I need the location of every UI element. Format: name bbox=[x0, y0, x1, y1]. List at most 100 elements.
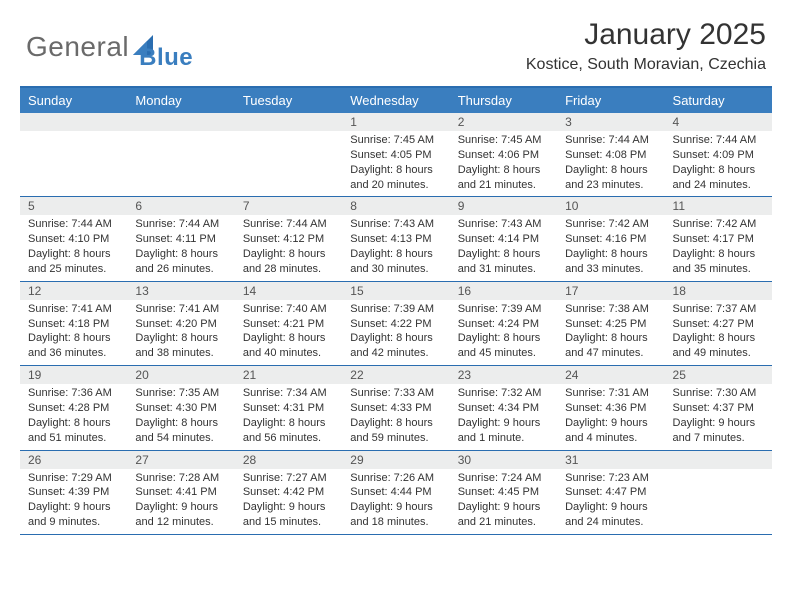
day1-line: Daylight: 8 hours bbox=[28, 416, 119, 431]
day-cell: 24Sunrise: 7:31 AMSunset: 4:36 PMDayligh… bbox=[557, 366, 664, 449]
day-cell: 27Sunrise: 7:28 AMSunset: 4:41 PMDayligh… bbox=[127, 451, 234, 534]
day-number: 1 bbox=[342, 113, 449, 131]
day-details: Sunrise: 7:42 AMSunset: 4:17 PMDaylight:… bbox=[665, 215, 772, 280]
sunset-line: Sunset: 4:21 PM bbox=[243, 317, 334, 332]
sunset-line: Sunset: 4:16 PM bbox=[565, 232, 656, 247]
sunrise-line: Sunrise: 7:32 AM bbox=[458, 386, 549, 401]
day-cell: 17Sunrise: 7:38 AMSunset: 4:25 PMDayligh… bbox=[557, 282, 664, 365]
day-cell bbox=[665, 451, 772, 534]
day-number: 10 bbox=[557, 197, 664, 215]
day-cell: 30Sunrise: 7:24 AMSunset: 4:45 PMDayligh… bbox=[450, 451, 557, 534]
day-number bbox=[127, 113, 234, 131]
day-cell: 11Sunrise: 7:42 AMSunset: 4:17 PMDayligh… bbox=[665, 197, 772, 280]
day2-line: and 35 minutes. bbox=[673, 262, 764, 277]
sunrise-line: Sunrise: 7:33 AM bbox=[350, 386, 441, 401]
day-number: 8 bbox=[342, 197, 449, 215]
day-cell bbox=[20, 113, 127, 196]
day1-line: Daylight: 8 hours bbox=[350, 416, 441, 431]
sunrise-line: Sunrise: 7:37 AM bbox=[673, 302, 764, 317]
day-number bbox=[235, 113, 342, 131]
day1-line: Daylight: 9 hours bbox=[565, 416, 656, 431]
day1-line: Daylight: 9 hours bbox=[350, 500, 441, 515]
sunrise-line: Sunrise: 7:45 AM bbox=[458, 133, 549, 148]
day-number: 25 bbox=[665, 366, 772, 384]
day-cell: 23Sunrise: 7:32 AMSunset: 4:34 PMDayligh… bbox=[450, 366, 557, 449]
day-details: Sunrise: 7:38 AMSunset: 4:25 PMDaylight:… bbox=[557, 300, 664, 365]
day-details: Sunrise: 7:45 AMSunset: 4:05 PMDaylight:… bbox=[342, 131, 449, 196]
dayhead-mon: Monday bbox=[127, 88, 234, 113]
dayhead-sun: Sunday bbox=[20, 88, 127, 113]
sunrise-line: Sunrise: 7:41 AM bbox=[28, 302, 119, 317]
day-details: Sunrise: 7:44 AMSunset: 4:11 PMDaylight:… bbox=[127, 215, 234, 280]
sunset-line: Sunset: 4:30 PM bbox=[135, 401, 226, 416]
day-number: 15 bbox=[342, 282, 449, 300]
day1-line: Daylight: 8 hours bbox=[458, 247, 549, 262]
day2-line: and 36 minutes. bbox=[28, 346, 119, 361]
sunset-line: Sunset: 4:13 PM bbox=[350, 232, 441, 247]
day1-line: Daylight: 8 hours bbox=[135, 331, 226, 346]
sunrise-line: Sunrise: 7:43 AM bbox=[350, 217, 441, 232]
day1-line: Daylight: 9 hours bbox=[135, 500, 226, 515]
week-row: 12Sunrise: 7:41 AMSunset: 4:18 PMDayligh… bbox=[20, 282, 772, 366]
day-number: 20 bbox=[127, 366, 234, 384]
day-number: 7 bbox=[235, 197, 342, 215]
day1-line: Daylight: 9 hours bbox=[673, 416, 764, 431]
day1-line: Daylight: 8 hours bbox=[350, 247, 441, 262]
day2-line: and 9 minutes. bbox=[28, 515, 119, 530]
sunset-line: Sunset: 4:41 PM bbox=[135, 485, 226, 500]
day-details: Sunrise: 7:39 AMSunset: 4:24 PMDaylight:… bbox=[450, 300, 557, 365]
sunrise-line: Sunrise: 7:42 AM bbox=[673, 217, 764, 232]
day-cell: 15Sunrise: 7:39 AMSunset: 4:22 PMDayligh… bbox=[342, 282, 449, 365]
day-number: 31 bbox=[557, 451, 664, 469]
day2-line: and 21 minutes. bbox=[458, 178, 549, 193]
sunset-line: Sunset: 4:34 PM bbox=[458, 401, 549, 416]
sunset-line: Sunset: 4:33 PM bbox=[350, 401, 441, 416]
day2-line: and 51 minutes. bbox=[28, 431, 119, 446]
location-label: Kostice, South Moravian, Czechia bbox=[526, 56, 766, 74]
day-cell: 5Sunrise: 7:44 AMSunset: 4:10 PMDaylight… bbox=[20, 197, 127, 280]
day-cell: 20Sunrise: 7:35 AMSunset: 4:30 PMDayligh… bbox=[127, 366, 234, 449]
day2-line: and 49 minutes. bbox=[673, 346, 764, 361]
sunrise-line: Sunrise: 7:45 AM bbox=[350, 133, 441, 148]
day2-line: and 45 minutes. bbox=[458, 346, 549, 361]
day-details: Sunrise: 7:41 AMSunset: 4:18 PMDaylight:… bbox=[20, 300, 127, 365]
sunrise-line: Sunrise: 7:30 AM bbox=[673, 386, 764, 401]
day-cell: 29Sunrise: 7:26 AMSunset: 4:44 PMDayligh… bbox=[342, 451, 449, 534]
day-details: Sunrise: 7:41 AMSunset: 4:20 PMDaylight:… bbox=[127, 300, 234, 365]
day-details: Sunrise: 7:43 AMSunset: 4:13 PMDaylight:… bbox=[342, 215, 449, 280]
day-number: 22 bbox=[342, 366, 449, 384]
day-number bbox=[665, 451, 772, 469]
day-number: 3 bbox=[557, 113, 664, 131]
sunrise-line: Sunrise: 7:43 AM bbox=[458, 217, 549, 232]
day-number: 2 bbox=[450, 113, 557, 131]
sunset-line: Sunset: 4:08 PM bbox=[565, 148, 656, 163]
sunset-line: Sunset: 4:20 PM bbox=[135, 317, 226, 332]
day-cell: 19Sunrise: 7:36 AMSunset: 4:28 PMDayligh… bbox=[20, 366, 127, 449]
day2-line: and 18 minutes. bbox=[350, 515, 441, 530]
day1-line: Daylight: 8 hours bbox=[350, 163, 441, 178]
day2-line: and 7 minutes. bbox=[673, 431, 764, 446]
sunset-line: Sunset: 4:17 PM bbox=[673, 232, 764, 247]
day1-line: Daylight: 8 hours bbox=[565, 247, 656, 262]
day1-line: Daylight: 8 hours bbox=[135, 247, 226, 262]
sunrise-line: Sunrise: 7:40 AM bbox=[243, 302, 334, 317]
day-number: 16 bbox=[450, 282, 557, 300]
sunset-line: Sunset: 4:12 PM bbox=[243, 232, 334, 247]
day2-line: and 20 minutes. bbox=[350, 178, 441, 193]
day2-line: and 4 minutes. bbox=[565, 431, 656, 446]
day2-line: and 24 minutes. bbox=[673, 178, 764, 193]
dayhead-sat: Saturday bbox=[665, 88, 772, 113]
day-cell: 1Sunrise: 7:45 AMSunset: 4:05 PMDaylight… bbox=[342, 113, 449, 196]
day-details: Sunrise: 7:34 AMSunset: 4:31 PMDaylight:… bbox=[235, 384, 342, 449]
day-number: 29 bbox=[342, 451, 449, 469]
day2-line: and 28 minutes. bbox=[243, 262, 334, 277]
day-header-row: Sunday Monday Tuesday Wednesday Thursday… bbox=[20, 88, 772, 113]
day-details: Sunrise: 7:40 AMSunset: 4:21 PMDaylight:… bbox=[235, 300, 342, 365]
day-details: Sunrise: 7:44 AMSunset: 4:09 PMDaylight:… bbox=[665, 131, 772, 196]
day-number: 21 bbox=[235, 366, 342, 384]
day-details: Sunrise: 7:45 AMSunset: 4:06 PMDaylight:… bbox=[450, 131, 557, 196]
day-cell: 28Sunrise: 7:27 AMSunset: 4:42 PMDayligh… bbox=[235, 451, 342, 534]
day-number: 9 bbox=[450, 197, 557, 215]
sunrise-line: Sunrise: 7:29 AM bbox=[28, 471, 119, 486]
day-number: 24 bbox=[557, 366, 664, 384]
